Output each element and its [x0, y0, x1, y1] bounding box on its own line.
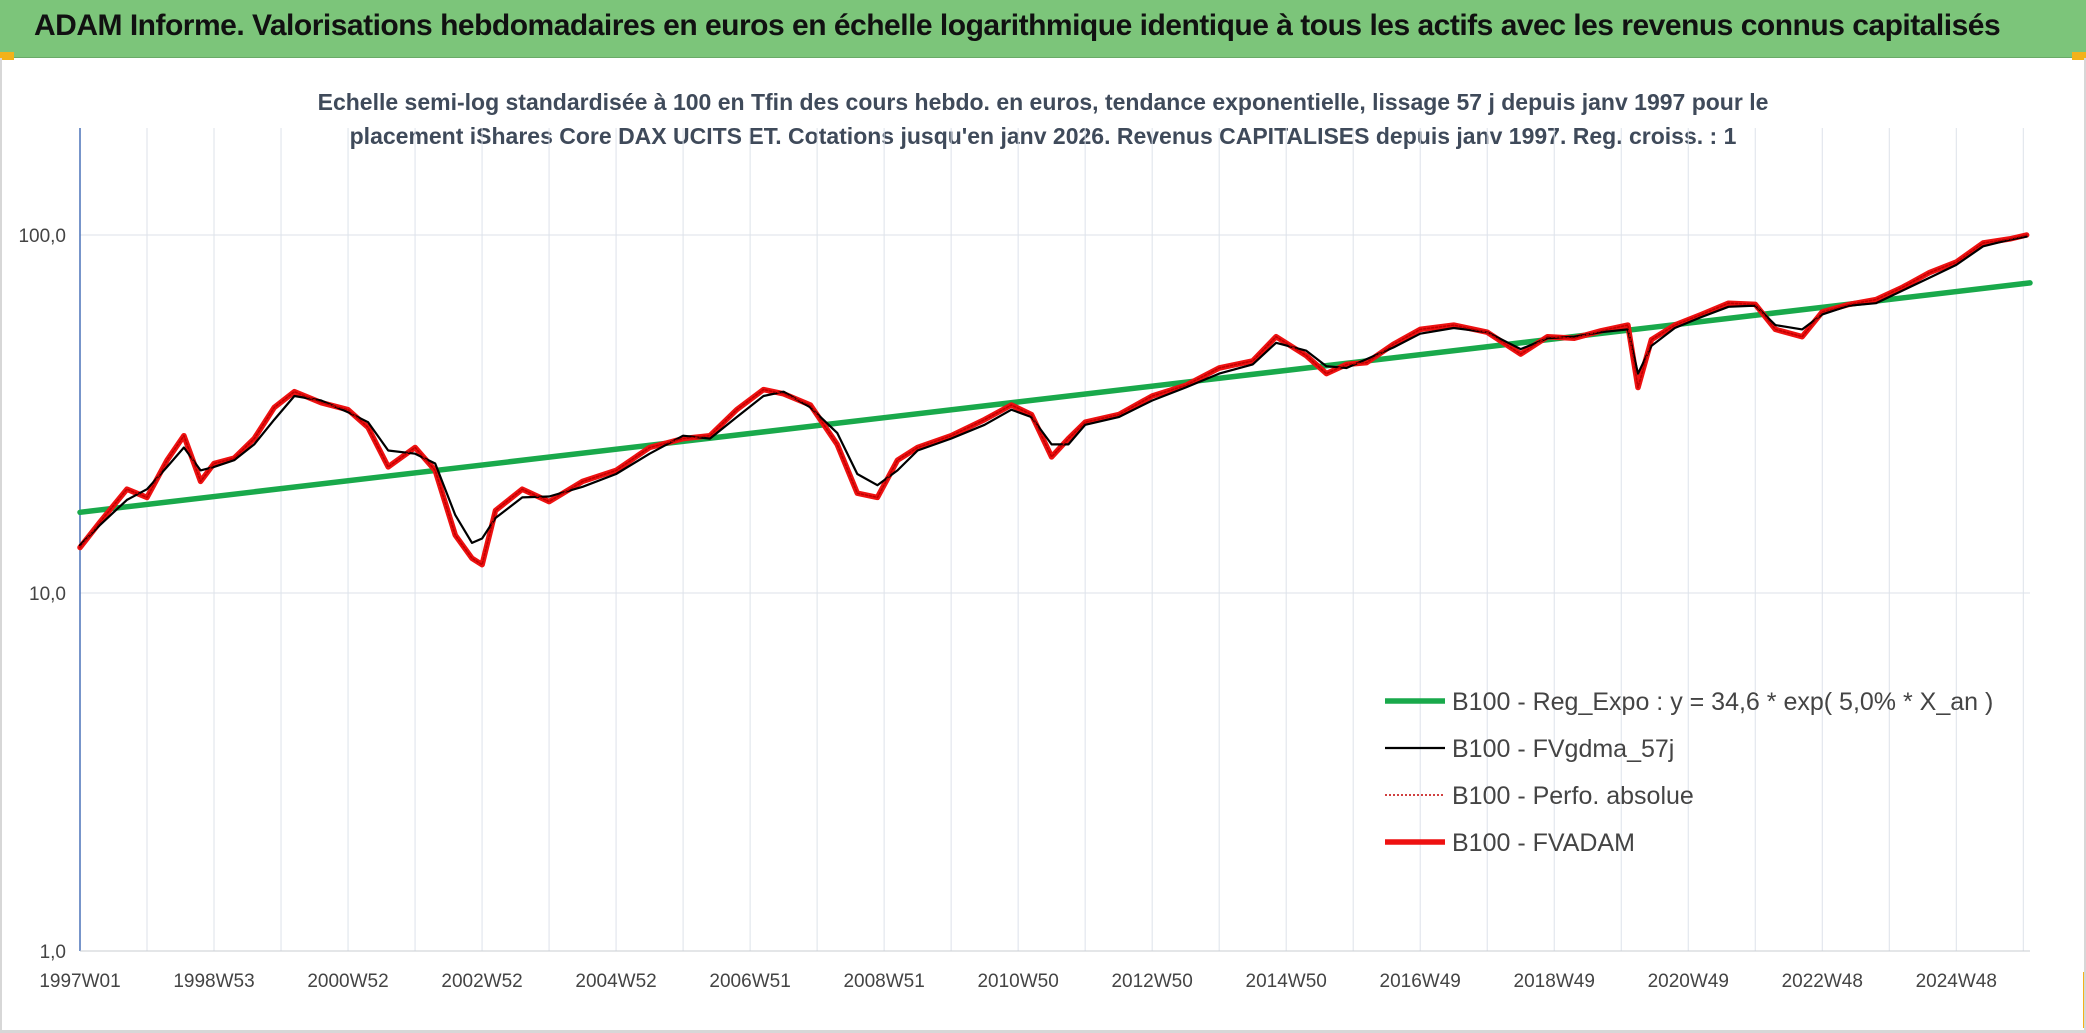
corner-mark-left — [0, 52, 14, 60]
page-title: ADAM Informe. Valorisations hebdomadaire… — [34, 9, 2001, 42]
legend: B100 - Reg_Expo : y = 34,6 * exp( 5,0% *… — [1385, 688, 1993, 857]
legend-label: B100 - FVgdma_57j — [1452, 735, 1674, 763]
legend-label: B100 - FVADAM — [1452, 829, 1635, 857]
x-tick-label: 2010W50 — [977, 971, 1058, 992]
x-tick-label: 2004W52 — [575, 971, 656, 992]
x-tick-label: 2002W52 — [441, 971, 522, 992]
chart: Echelle semi-log standardisée à 100 en T… — [18, 89, 2033, 992]
x-tick-label: 2022W48 — [1782, 971, 1863, 992]
header-banner: ADAM Informe. Valorisations hebdomadaire… — [0, 0, 2086, 58]
series-layer — [77, 232, 2033, 568]
series-line-1 — [78, 235, 2028, 547]
x-tick-label: 2014W50 — [1246, 971, 1327, 992]
x-tick-label: 1998W53 — [173, 971, 254, 992]
x-tick-label: 2018W49 — [1514, 971, 1595, 992]
x-tick-label: 2012W50 — [1111, 971, 1192, 992]
x-tick-label: 1997W01 — [39, 971, 120, 992]
legend-label: B100 - Perfo. absolue — [1452, 782, 1694, 810]
chart-subtitle-line-1: Echelle semi-log standardisée à 100 en T… — [318, 89, 1769, 115]
x-tick-label: 2020W49 — [1648, 971, 1729, 992]
chart-subtitle-line-2: placement iShares Core DAX UCITS ET. Cot… — [350, 123, 1737, 149]
x-tick-label: 2008W51 — [843, 971, 924, 992]
series-line-2 — [79, 234, 2028, 566]
x-tick-label: 2000W52 — [307, 971, 388, 992]
x-tick-label: 2006W51 — [709, 971, 790, 992]
chart-frame: Echelle semi-log standardisée à 100 en T… — [0, 58, 2086, 1033]
y-tick-label: 10,0 — [29, 584, 66, 605]
legend-label: B100 - Reg_Expo : y = 34,6 * exp( 5,0% *… — [1452, 688, 1993, 716]
x-tick-label: 2016W49 — [1380, 971, 1461, 992]
gridlines — [80, 128, 2030, 952]
x-tick-label: 2024W48 — [1916, 971, 1997, 992]
corner-mark-right — [2072, 52, 2086, 60]
y-tick-label: 1,0 — [40, 942, 66, 963]
y-tick-label: 100,0 — [18, 226, 66, 247]
series-line-0 — [77, 280, 2033, 516]
axes: 1,0 10,0 100,0 1997W01 1998W53 2000W52 2002W52… — [18, 128, 2030, 992]
